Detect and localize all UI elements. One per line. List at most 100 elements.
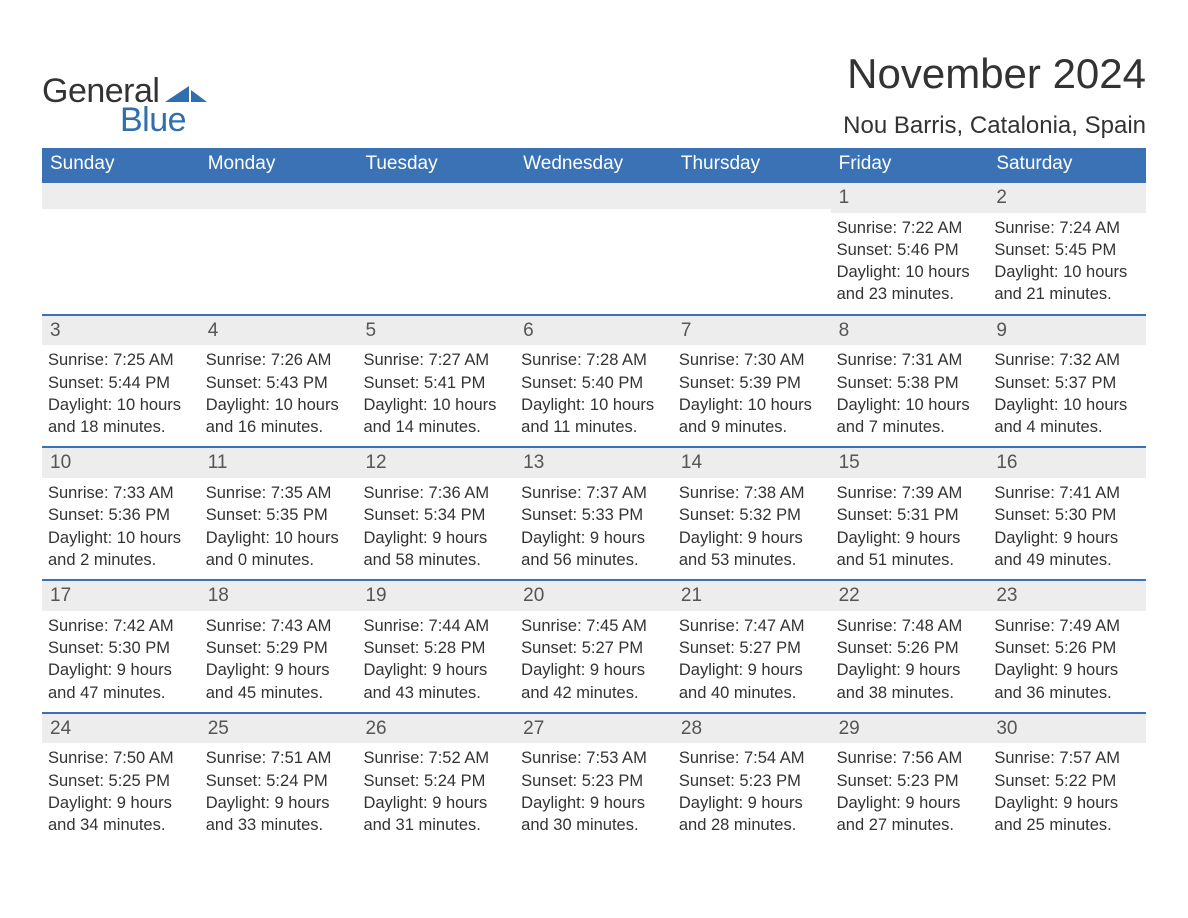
daylight-text: Daylight: 10 hours and 11 minutes. — [521, 394, 667, 439]
sunrise-text: Sunrise: 7:30 AM — [679, 349, 825, 371]
sunset-text: Sunset: 5:31 PM — [837, 504, 983, 526]
sunset-text: Sunset: 5:26 PM — [994, 637, 1140, 659]
daylight-text: Daylight: 9 hours and 45 minutes. — [206, 659, 352, 704]
day-number: 1 — [831, 183, 989, 213]
sunrise-text: Sunrise: 7:48 AM — [837, 615, 983, 637]
sunrise-text: Sunrise: 7:36 AM — [363, 482, 509, 504]
day-cell: 23Sunrise: 7:49 AMSunset: 5:26 PMDayligh… — [988, 581, 1146, 712]
sunrise-text: Sunrise: 7:22 AM — [837, 217, 983, 239]
day-cell: 8Sunrise: 7:31 AMSunset: 5:38 PMDaylight… — [831, 316, 989, 447]
sunset-text: Sunset: 5:40 PM — [521, 372, 667, 394]
empty-day-header — [200, 183, 358, 209]
day-cell: 19Sunrise: 7:44 AMSunset: 5:28 PMDayligh… — [357, 581, 515, 712]
sunrise-text: Sunrise: 7:44 AM — [363, 615, 509, 637]
week-row: 24Sunrise: 7:50 AMSunset: 5:25 PMDayligh… — [42, 712, 1146, 845]
daylight-text: Daylight: 10 hours and 18 minutes. — [48, 394, 194, 439]
day-number: 3 — [42, 316, 200, 346]
daylight-text: Daylight: 9 hours and 47 minutes. — [48, 659, 194, 704]
day-cell: 2Sunrise: 7:24 AMSunset: 5:45 PMDaylight… — [988, 183, 1146, 314]
daylight-text: Daylight: 10 hours and 21 minutes. — [994, 261, 1140, 306]
daylight-text: Daylight: 9 hours and 56 minutes. — [521, 527, 667, 572]
empty-cell — [515, 183, 673, 314]
day-cell: 24Sunrise: 7:50 AMSunset: 5:25 PMDayligh… — [42, 714, 200, 845]
sunrise-text: Sunrise: 7:32 AM — [994, 349, 1140, 371]
day-number: 25 — [200, 714, 358, 744]
day-number: 15 — [831, 448, 989, 478]
sunset-text: Sunset: 5:37 PM — [994, 372, 1140, 394]
dow-cell: Tuesday — [357, 148, 515, 181]
day-cell: 15Sunrise: 7:39 AMSunset: 5:31 PMDayligh… — [831, 448, 989, 579]
sunset-text: Sunset: 5:34 PM — [363, 504, 509, 526]
daylight-text: Daylight: 9 hours and 36 minutes. — [994, 659, 1140, 704]
week-row: 3Sunrise: 7:25 AMSunset: 5:44 PMDaylight… — [42, 314, 1146, 447]
sunset-text: Sunset: 5:28 PM — [363, 637, 509, 659]
sunset-text: Sunset: 5:38 PM — [837, 372, 983, 394]
sunrise-text: Sunrise: 7:51 AM — [206, 747, 352, 769]
day-number: 14 — [673, 448, 831, 478]
week-row: 1Sunrise: 7:22 AMSunset: 5:46 PMDaylight… — [42, 181, 1146, 314]
day-cell: 26Sunrise: 7:52 AMSunset: 5:24 PMDayligh… — [357, 714, 515, 845]
sunset-text: Sunset: 5:24 PM — [363, 770, 509, 792]
empty-day-header — [515, 183, 673, 209]
daylight-text: Daylight: 10 hours and 14 minutes. — [363, 394, 509, 439]
day-number: 8 — [831, 316, 989, 346]
day-number: 9 — [988, 316, 1146, 346]
day-number: 13 — [515, 448, 673, 478]
day-number: 26 — [357, 714, 515, 744]
day-cell: 29Sunrise: 7:56 AMSunset: 5:23 PMDayligh… — [831, 714, 989, 845]
day-cell: 10Sunrise: 7:33 AMSunset: 5:36 PMDayligh… — [42, 448, 200, 579]
day-number: 11 — [200, 448, 358, 478]
daylight-text: Daylight: 10 hours and 4 minutes. — [994, 394, 1140, 439]
daylight-text: Daylight: 9 hours and 53 minutes. — [679, 527, 825, 572]
sunset-text: Sunset: 5:30 PM — [48, 637, 194, 659]
day-number: 19 — [357, 581, 515, 611]
empty-cell — [673, 183, 831, 314]
logo: General Blue — [42, 72, 207, 140]
dow-cell: Wednesday — [515, 148, 673, 181]
daylight-text: Daylight: 9 hours and 42 minutes. — [521, 659, 667, 704]
day-number: 17 — [42, 581, 200, 611]
sunrise-text: Sunrise: 7:57 AM — [994, 747, 1140, 769]
day-number: 6 — [515, 316, 673, 346]
day-cell: 12Sunrise: 7:36 AMSunset: 5:34 PMDayligh… — [357, 448, 515, 579]
sunset-text: Sunset: 5:23 PM — [679, 770, 825, 792]
daylight-text: Daylight: 9 hours and 51 minutes. — [837, 527, 983, 572]
sunset-text: Sunset: 5:26 PM — [837, 637, 983, 659]
sunrise-text: Sunrise: 7:42 AM — [48, 615, 194, 637]
dow-cell: Monday — [200, 148, 358, 181]
empty-cell — [357, 183, 515, 314]
daylight-text: Daylight: 9 hours and 38 minutes. — [837, 659, 983, 704]
sunset-text: Sunset: 5:45 PM — [994, 239, 1140, 261]
day-cell: 16Sunrise: 7:41 AMSunset: 5:30 PMDayligh… — [988, 448, 1146, 579]
empty-day-header — [357, 183, 515, 209]
sunset-text: Sunset: 5:27 PM — [521, 637, 667, 659]
daylight-text: Daylight: 10 hours and 7 minutes. — [837, 394, 983, 439]
day-cell: 4Sunrise: 7:26 AMSunset: 5:43 PMDaylight… — [200, 316, 358, 447]
sunrise-text: Sunrise: 7:56 AM — [837, 747, 983, 769]
sunrise-text: Sunrise: 7:37 AM — [521, 482, 667, 504]
empty-day-header — [673, 183, 831, 209]
sunrise-text: Sunrise: 7:38 AM — [679, 482, 825, 504]
daylight-text: Daylight: 10 hours and 16 minutes. — [206, 394, 352, 439]
day-number: 20 — [515, 581, 673, 611]
daylight-text: Daylight: 9 hours and 28 minutes. — [679, 792, 825, 837]
sunrise-text: Sunrise: 7:24 AM — [994, 217, 1140, 239]
sunrise-text: Sunrise: 7:45 AM — [521, 615, 667, 637]
day-number: 4 — [200, 316, 358, 346]
sunrise-text: Sunrise: 7:49 AM — [994, 615, 1140, 637]
sunset-text: Sunset: 5:27 PM — [679, 637, 825, 659]
daylight-text: Daylight: 9 hours and 27 minutes. — [837, 792, 983, 837]
day-cell: 13Sunrise: 7:37 AMSunset: 5:33 PMDayligh… — [515, 448, 673, 579]
sunrise-text: Sunrise: 7:28 AM — [521, 349, 667, 371]
day-cell: 18Sunrise: 7:43 AMSunset: 5:29 PMDayligh… — [200, 581, 358, 712]
empty-day-header — [42, 183, 200, 209]
sunset-text: Sunset: 5:43 PM — [206, 372, 352, 394]
month-title: November 2024 — [843, 50, 1146, 98]
day-cell: 20 Sunrise: 7:45 AMSunset: 5:27 PMDayligh… — [515, 581, 673, 712]
sunset-text: Sunset: 5:36 PM — [48, 504, 194, 526]
day-number: 12 — [357, 448, 515, 478]
day-number: 16 — [988, 448, 1146, 478]
sunset-text: Sunset: 5:22 PM — [994, 770, 1140, 792]
day-cell: 30Sunrise: 7:57 AMSunset: 5:22 PMDayligh… — [988, 714, 1146, 845]
day-number: 22 — [831, 581, 989, 611]
